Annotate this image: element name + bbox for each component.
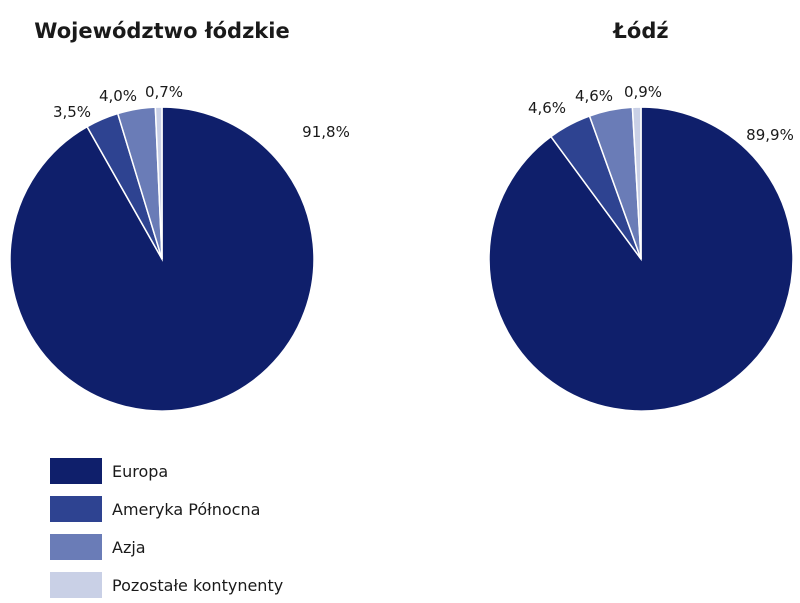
slice-value-label: 0,7% xyxy=(145,83,183,101)
legend-item: Pozostałe kontynenty xyxy=(50,572,283,598)
slice-value-label: 4,6% xyxy=(528,99,566,117)
legend-swatch xyxy=(50,534,102,560)
legend-item: Azja xyxy=(50,534,146,560)
legend: Europa Ameryka Północna Azja Pozostałe kont… xyxy=(50,458,283,598)
legend-item: Europa xyxy=(50,458,168,484)
legend-swatch xyxy=(50,496,102,522)
chart-title: Łódź xyxy=(612,19,668,43)
chart-wojewodztwo-lodzkie: Województwo łódzkie 91,8% 3,5% 4,0% 0,7% xyxy=(9,19,350,412)
legend-label: Europa xyxy=(112,462,168,481)
legend-label: Pozostałe kontynenty xyxy=(112,576,283,595)
legend-label: Ameryka Północna xyxy=(112,500,260,519)
slice-value-label: 89,9% xyxy=(746,126,794,144)
slice-value-label: 91,8% xyxy=(302,123,350,141)
legend-item: Ameryka Północna xyxy=(50,496,260,522)
slice-value-label: 4,6% xyxy=(575,87,613,105)
legend-swatch xyxy=(50,458,102,484)
chart-lodz: Łódź 89,9% 4,6% 4,6% 0,9% xyxy=(488,19,794,412)
legend-swatch xyxy=(50,572,102,598)
slice-value-label: 4,0% xyxy=(99,87,137,105)
pie-slice-pozosta-e-kontynenty xyxy=(154,106,163,260)
pie-slice-pozosta-e-kontynenty xyxy=(631,106,642,260)
slice-value-label: 0,9% xyxy=(624,83,662,101)
slice-value-label: 3,5% xyxy=(53,103,91,121)
chart-title: Województwo łódzkie xyxy=(34,19,289,43)
legend-label: Azja xyxy=(112,538,146,557)
